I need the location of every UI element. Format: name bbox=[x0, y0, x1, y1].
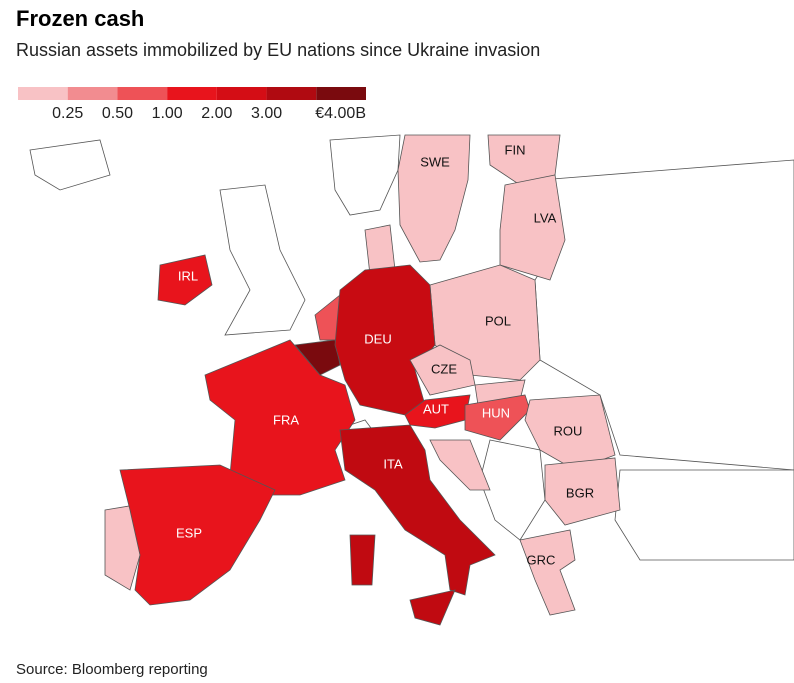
legend-label: €4.00B bbox=[315, 105, 366, 122]
country-label: HUN bbox=[482, 405, 510, 420]
norway bbox=[329, 134, 401, 216]
legend-swatch bbox=[117, 87, 168, 100]
iceland bbox=[29, 139, 111, 191]
country bbox=[409, 344, 476, 396]
turkey bbox=[614, 469, 794, 561]
country-label: AUT bbox=[423, 401, 449, 416]
country-label: GRC bbox=[527, 552, 556, 567]
legend-label: 2.00 bbox=[201, 105, 232, 122]
legend-swatch bbox=[167, 87, 217, 100]
country-label: ESP bbox=[176, 525, 202, 540]
country bbox=[519, 529, 576, 616]
legend-swatch bbox=[316, 87, 366, 100]
legend-label: 1.00 bbox=[152, 105, 183, 122]
country-label: FRA bbox=[273, 412, 299, 427]
country-label: BGR bbox=[566, 485, 594, 500]
country-label: IRL bbox=[178, 268, 198, 283]
country-label: DEU bbox=[364, 331, 391, 346]
country-label: ROU bbox=[554, 423, 583, 438]
source: Source: Bloomberg reporting bbox=[16, 661, 208, 678]
country bbox=[204, 339, 356, 496]
legend-swatch bbox=[266, 87, 317, 100]
country-label: CZE bbox=[431, 361, 457, 376]
countries: SWE FIN LVA IRL POL DEU CZE FRA AUT HUN ROU ITA BGR E… bbox=[119, 134, 621, 626]
croatia bbox=[429, 439, 491, 491]
legend-label: 3.00 bbox=[251, 105, 282, 122]
legend-swatch bbox=[67, 87, 118, 100]
country bbox=[119, 464, 276, 606]
country bbox=[339, 424, 496, 626]
unlabeled-countries bbox=[104, 224, 526, 591]
country-label: ITA bbox=[383, 456, 403, 471]
country bbox=[464, 394, 531, 441]
country-label: POL bbox=[485, 313, 511, 328]
legend: 0.25 0.50 1.00 2.00 3.00 €4.00B bbox=[18, 87, 366, 122]
legend-swatch bbox=[18, 87, 68, 100]
country bbox=[499, 174, 566, 281]
country bbox=[397, 134, 471, 263]
uk bbox=[219, 184, 306, 336]
legend-label: 0.25 bbox=[52, 105, 83, 122]
legend-swatch bbox=[216, 87, 267, 100]
country bbox=[157, 254, 213, 306]
country-label: LVA bbox=[534, 210, 557, 225]
title: Frozen cash bbox=[16, 6, 144, 31]
country-label: SWE bbox=[420, 154, 450, 169]
subtitle: Russian assets immobilized by EU nations… bbox=[16, 40, 540, 60]
legend-label: 0.50 bbox=[102, 105, 133, 122]
country-label: FIN bbox=[505, 142, 526, 157]
country bbox=[334, 264, 436, 416]
country bbox=[544, 457, 621, 526]
